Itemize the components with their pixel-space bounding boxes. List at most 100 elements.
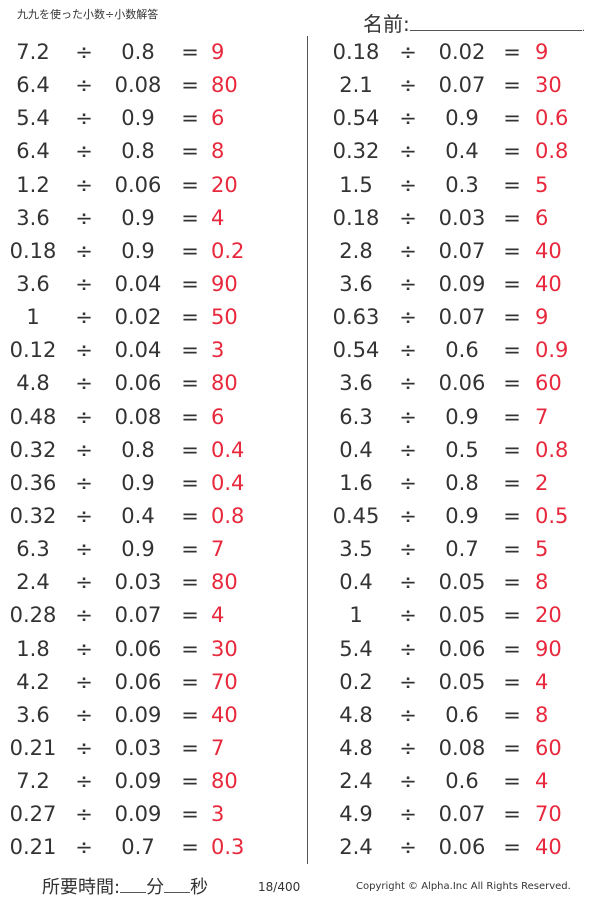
problem-row: 3.6 ÷ 0.09 = 40 — [318, 268, 600, 301]
answer: 4 — [211, 205, 225, 230]
divide-sign: ÷ — [399, 106, 417, 131]
problem-row: 0.12 ÷ 0.04 = 3 — [0, 334, 300, 367]
name-end-mark: . — [581, 23, 585, 34]
divide-sign: ÷ — [75, 636, 93, 661]
answer: 20 — [535, 603, 562, 628]
equals-sign: = — [181, 769, 199, 794]
problem-row: 5.4 ÷ 0.06 = 90 — [318, 633, 600, 666]
problem-row: 2.4 ÷ 0.03 = 80 — [0, 566, 300, 599]
equals-sign: = — [503, 636, 521, 661]
equals-sign: = — [503, 769, 521, 794]
dividend: 0.4 — [339, 570, 373, 595]
divide-sign: ÷ — [75, 470, 93, 495]
equals-sign: = — [181, 636, 199, 661]
problem-row: 3.6 ÷ 0.06 = 60 — [318, 367, 600, 400]
divide-sign: ÷ — [75, 835, 93, 860]
divisor: 0.8 — [121, 139, 155, 164]
problem-row: 6.3 ÷ 0.9 = 7 — [318, 401, 600, 434]
problem-row: 0.63 ÷ 0.07 = 9 — [318, 301, 600, 334]
divide-sign: ÷ — [399, 338, 417, 363]
dividend: 0.54 — [332, 106, 380, 131]
problem-row: 4.8 ÷ 0.08 = 60 — [318, 732, 600, 765]
divisor: 0.04 — [114, 271, 162, 296]
equals-sign: = — [181, 305, 199, 330]
problem-row: 4.8 ÷ 0.6 = 8 — [318, 699, 600, 732]
divide-sign: ÷ — [75, 205, 93, 230]
answer: 0.3 — [211, 835, 245, 860]
equals-sign: = — [181, 271, 199, 296]
equals-sign: = — [503, 603, 521, 628]
divisor: 0.04 — [114, 338, 162, 363]
divisor: 0.4 — [445, 139, 479, 164]
divisor: 0.05 — [438, 570, 486, 595]
seconds-label: 秒 — [190, 877, 209, 898]
dividend: 6.3 — [16, 537, 50, 562]
dividend: 4.8 — [16, 371, 50, 396]
answer: 20 — [211, 172, 238, 197]
divide-sign: ÷ — [75, 139, 93, 164]
divisor: 0.03 — [114, 570, 162, 595]
dividend: 0.28 — [9, 603, 57, 628]
equals-sign: = — [181, 503, 199, 528]
divisor: 0.08 — [114, 73, 162, 98]
divide-sign: ÷ — [399, 735, 417, 760]
equals-sign: = — [503, 537, 521, 562]
divide-sign: ÷ — [75, 802, 93, 827]
dividend: 3.6 — [16, 271, 50, 296]
divisor: 0.06 — [438, 371, 486, 396]
divide-sign: ÷ — [75, 305, 93, 330]
dividend: 6.4 — [16, 73, 50, 98]
divide-sign: ÷ — [399, 669, 417, 694]
divisor: 0.09 — [114, 702, 162, 727]
answer: 40 — [535, 271, 562, 296]
answer: 6 — [535, 205, 549, 230]
divide-sign: ÷ — [399, 470, 417, 495]
dividend: 1.5 — [339, 172, 373, 197]
equals-sign: = — [503, 702, 521, 727]
name-label: 名前: — [363, 12, 410, 36]
dividend: 7.2 — [16, 40, 50, 64]
divide-sign: ÷ — [399, 570, 417, 595]
dividend: 0.32 — [332, 139, 380, 164]
equals-sign: = — [181, 570, 199, 595]
divide-sign: ÷ — [399, 802, 417, 827]
divisor: 0.6 — [445, 769, 479, 794]
copyright-notice: Copyright © Alpha.Inc All Rights Reserve… — [356, 881, 571, 892]
divisor: 0.09 — [114, 769, 162, 794]
answer: 40 — [535, 238, 562, 263]
divisor: 0.07 — [438, 73, 486, 98]
answer: 40 — [211, 702, 238, 727]
divide-sign: ÷ — [399, 73, 417, 98]
problem-row: 4.2 ÷ 0.06 = 70 — [0, 666, 300, 699]
divide-sign: ÷ — [75, 669, 93, 694]
divide-sign: ÷ — [75, 769, 93, 794]
divide-sign: ÷ — [399, 371, 417, 396]
equals-sign: = — [503, 835, 521, 860]
divisor: 0.7 — [445, 537, 479, 562]
dividend: 7.2 — [16, 769, 50, 794]
answer: 4 — [535, 769, 549, 794]
divide-sign: ÷ — [399, 404, 417, 429]
equals-sign: = — [503, 73, 521, 98]
problem-row: 0.21 ÷ 0.7 = 0.3 — [0, 831, 300, 864]
divisor: 0.02 — [114, 305, 162, 330]
problem-row: 1.6 ÷ 0.8 = 2 — [318, 467, 600, 500]
answer: 90 — [535, 636, 562, 661]
answer: 80 — [211, 570, 238, 595]
equals-sign: = — [181, 537, 199, 562]
problem-row: 0.48 ÷ 0.08 = 6 — [0, 401, 300, 434]
divisor: 0.07 — [438, 802, 486, 827]
dividend: 5.4 — [16, 106, 50, 131]
problem-row: 0.2 ÷ 0.05 = 4 — [318, 666, 600, 699]
dividend: 2.4 — [16, 570, 50, 595]
divisor: 0.06 — [114, 371, 162, 396]
answer: 6 — [211, 404, 225, 429]
dividend: 4.8 — [339, 735, 373, 760]
equals-sign: = — [503, 238, 521, 263]
answer: 2 — [535, 470, 549, 495]
problem-row: 0.54 ÷ 0.9 = 0.6 — [318, 102, 600, 135]
problem-row: 4.9 ÷ 0.07 = 70 — [318, 798, 600, 831]
divisor: 0.6 — [445, 702, 479, 727]
divide-sign: ÷ — [399, 437, 417, 462]
dividend: 4.8 — [339, 702, 373, 727]
